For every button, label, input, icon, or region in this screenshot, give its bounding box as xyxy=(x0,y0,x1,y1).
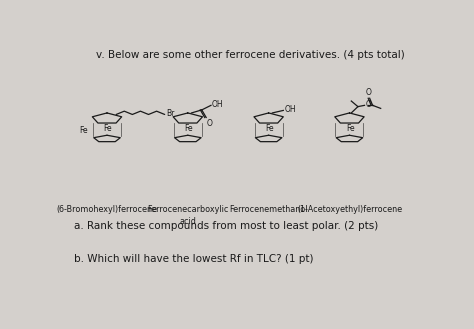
Text: Fe: Fe xyxy=(184,124,193,133)
Text: Ferrocenecarboxylic
acid: Ferrocenecarboxylic acid xyxy=(147,205,228,225)
Text: OH: OH xyxy=(212,100,223,109)
Text: Fe: Fe xyxy=(103,124,112,133)
Text: OH: OH xyxy=(284,105,296,114)
Text: (1-Acetoxyethyl)ferrocene: (1-Acetoxyethyl)ferrocene xyxy=(297,205,402,215)
Text: Fe: Fe xyxy=(265,124,273,133)
Text: Ferrocenemethanol: Ferrocenemethanol xyxy=(229,205,308,215)
Text: Fe: Fe xyxy=(79,126,88,135)
Text: Fe: Fe xyxy=(346,124,355,133)
Text: O: O xyxy=(366,88,372,97)
Text: a. Rank these compounds from most to least polar. (2 pts): a. Rank these compounds from most to lea… xyxy=(74,221,378,231)
Text: O: O xyxy=(365,100,371,109)
Text: Br: Br xyxy=(166,110,175,118)
Text: (6-Bromohexyl)ferrocene: (6-Bromohexyl)ferrocene xyxy=(56,205,157,215)
Text: v. Below are some other ferrocene derivatives. (4 pts total): v. Below are some other ferrocene deriva… xyxy=(96,50,405,60)
Text: O: O xyxy=(207,118,213,128)
Text: b. Which will have the lowest Rf in TLC? (1 pt): b. Which will have the lowest Rf in TLC?… xyxy=(74,254,313,264)
